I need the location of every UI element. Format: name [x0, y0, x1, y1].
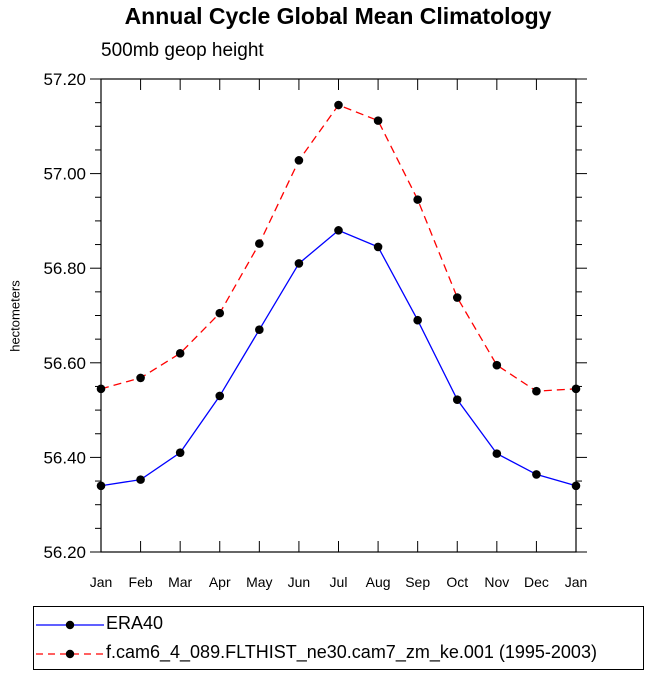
data-point [136, 373, 145, 383]
y-tick-label: 56.20 [43, 543, 86, 562]
data-point [532, 386, 541, 396]
x-tick-label: Apr [209, 574, 231, 590]
data-point [413, 315, 422, 325]
chart-title: Annual Cycle Global Mean Climatology [124, 3, 552, 29]
data-point [334, 100, 343, 110]
data-point [571, 384, 581, 394]
data-point [334, 226, 343, 235]
y-tick-label: 56.80 [43, 259, 86, 278]
legend-label-model: f.cam6_4_089.FLTHIST_ne30.cam7_zm_ke.001… [106, 642, 597, 662]
x-tick-label: Oct [446, 574, 468, 590]
legend: ERA40 f.cam6_4_089.FLTHIST_ne30.cam7_zm_… [33, 606, 644, 670]
x-tick-label: Aug [366, 574, 391, 590]
legend-entry-model: f.cam6_4_089.FLTHIST_ne30.cam7_zm_ke.001… [34, 640, 643, 666]
line-chart: Jan Feb Mar Apr May Jun Jul Aug Sep Oct Nov Dec Jan5… [43, 70, 587, 590]
y-tick-label: 57.00 [43, 165, 86, 184]
y-tick-label: 56.60 [43, 354, 86, 373]
x-tick-label: Dec [524, 574, 549, 590]
data-point [294, 156, 304, 165]
data-point [373, 242, 383, 252]
data-point [373, 116, 383, 125]
data-point [492, 360, 502, 370]
data-point [492, 449, 502, 458]
data-point [571, 481, 581, 491]
data-point [255, 239, 264, 248]
series-line-1 [100, 104, 577, 392]
x-tick-label: Mar [168, 574, 192, 590]
legend-entry-era40: ERA40 [34, 611, 643, 637]
x-tick-label: Jun [288, 574, 311, 590]
x-tick-label: Feb [129, 574, 153, 590]
data-point [175, 349, 185, 358]
x-tick-label: May [246, 574, 272, 590]
y-tick-label: 56.40 [43, 448, 86, 467]
x-tick-label: Nov [484, 574, 509, 590]
data-point [452, 395, 462, 404]
series-layer [96, 100, 581, 491]
plot-frame [100, 78, 577, 553]
data-point [215, 391, 225, 401]
legend-label-era40: ERA40 [106, 613, 164, 633]
data-point [255, 325, 264, 334]
x-tick-label: Sep [405, 574, 430, 590]
chart-subtitle: 500mb geop height [101, 40, 264, 61]
data-point [175, 448, 185, 457]
axes: Jan Feb Mar Apr May Jun Jul Aug Sep Oct Nov Dec Jan5… [43, 70, 587, 590]
data-point [215, 308, 225, 318]
data-point [136, 475, 145, 484]
data-point [294, 259, 304, 268]
data-point [452, 293, 462, 302]
data-point [96, 384, 106, 394]
legend-marker-era40 [36, 620, 104, 630]
x-tick-label: Jan [565, 574, 588, 590]
data-point [96, 481, 106, 491]
x-tick-label: Jan [90, 574, 113, 590]
data-point [532, 470, 541, 479]
y-tick-label: 57.20 [43, 70, 86, 89]
data-point [413, 195, 422, 204]
x-tick-label: Jul [330, 574, 348, 590]
legend-marker-model [36, 649, 104, 659]
